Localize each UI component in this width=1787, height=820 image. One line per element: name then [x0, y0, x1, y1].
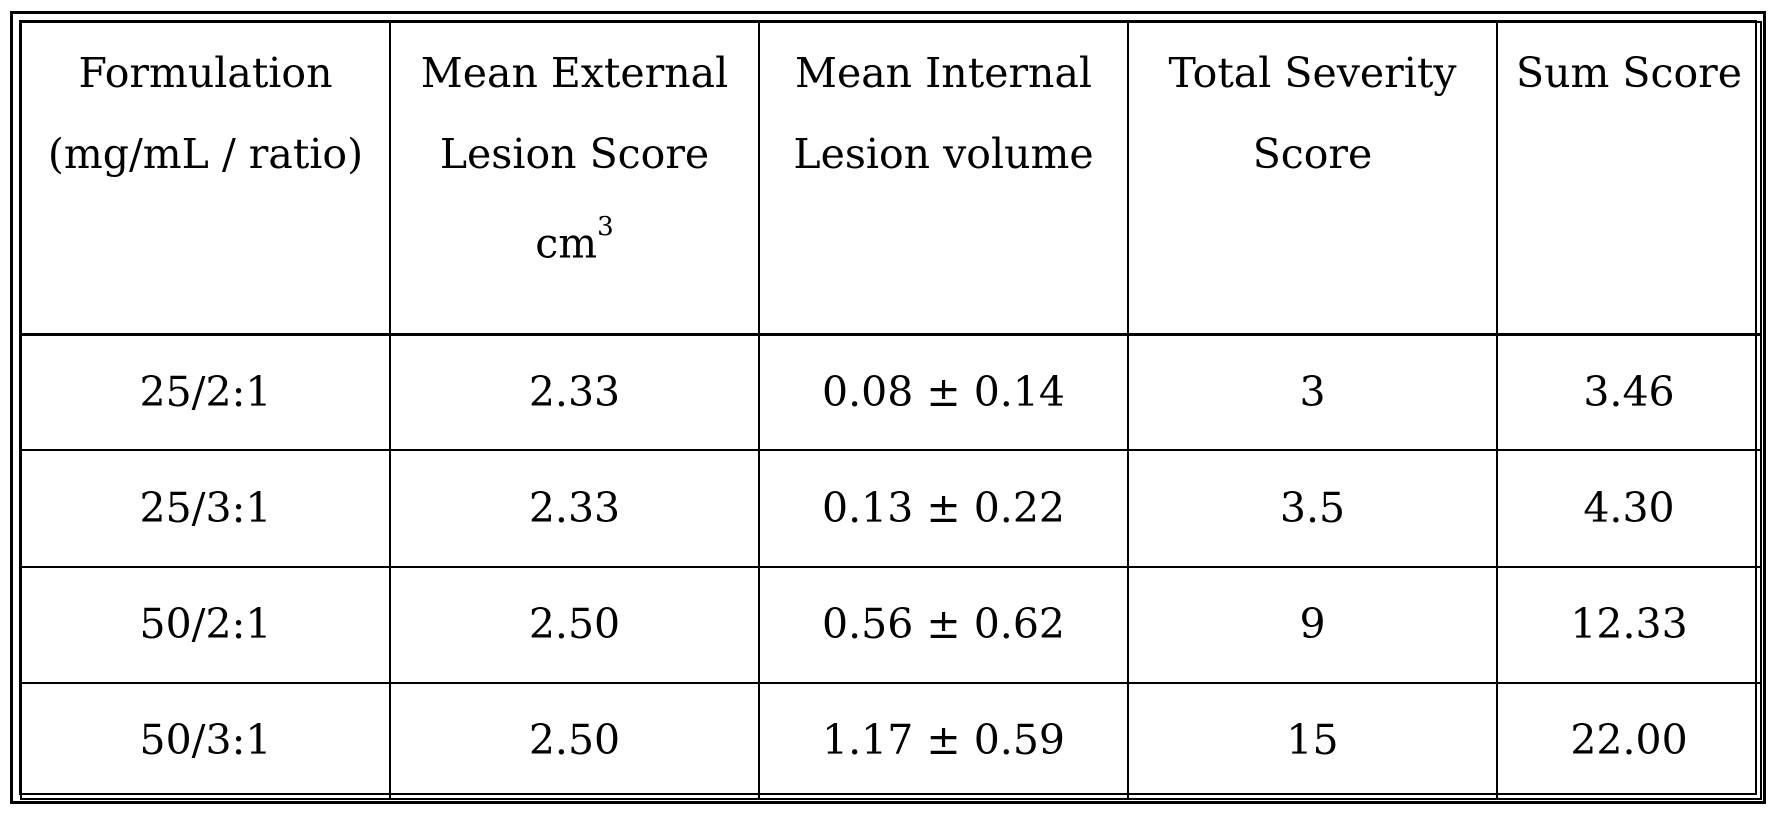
cell-formulation: 50/3:1	[21, 683, 390, 799]
cell-internal-volume: 1.17 ± 0.59	[759, 683, 1128, 799]
cell-formulation: 50/2:1	[21, 567, 390, 683]
header-sum-score: Sum Score	[1497, 22, 1761, 334]
header-unit: cm3	[391, 195, 758, 285]
cell-external-score: 2.33	[390, 450, 759, 566]
cell-sum-score: 3.46	[1497, 334, 1761, 450]
cell-sum-score: 22.00	[1497, 683, 1761, 799]
cell-sum-score: 4.30	[1497, 450, 1761, 566]
header-mean-external-lesion-score: Mean External Lesion Score cm3	[390, 22, 759, 334]
header-row: Formulation (mg/mL / ratio) Mean Externa…	[21, 22, 1761, 334]
header-total-severity-score: Total Severity Score	[1128, 22, 1497, 334]
table-row: 25/3:1 2.33 0.13 ± 0.22 3.5 4.30	[21, 450, 1761, 566]
cell-severity-score: 3	[1128, 334, 1497, 450]
cell-severity-score: 9	[1128, 567, 1497, 683]
cell-external-score: 2.50	[390, 567, 759, 683]
cell-formulation: 25/3:1	[21, 450, 390, 566]
table-row: 25/2:1 2.33 0.08 ± 0.14 3 3.46	[21, 334, 1761, 450]
cell-severity-score: 15	[1128, 683, 1497, 799]
cell-severity-score: 3.5	[1128, 450, 1497, 566]
header-formulation: Formulation (mg/mL / ratio)	[21, 22, 390, 334]
cell-external-score: 2.50	[390, 683, 759, 799]
cell-internal-volume: 0.13 ± 0.22	[759, 450, 1128, 566]
table-inner-frame: Formulation (mg/mL / ratio) Mean Externa…	[19, 20, 1757, 795]
table-row: 50/2:1 2.50 0.56 ± 0.62 9 12.33	[21, 567, 1761, 683]
table-frame: Formulation (mg/mL / ratio) Mean Externa…	[10, 11, 1766, 804]
cell-formulation: 25/2:1	[21, 334, 390, 450]
results-table: Formulation (mg/mL / ratio) Mean Externa…	[20, 21, 1762, 800]
cell-internal-volume: 0.08 ± 0.14	[759, 334, 1128, 450]
table-row: 50/3:1 2.50 1.17 ± 0.59 15 22.00	[21, 683, 1761, 799]
cell-internal-volume: 0.56 ± 0.62	[759, 567, 1128, 683]
cell-external-score: 2.33	[390, 334, 759, 450]
cell-sum-score: 12.33	[1497, 567, 1761, 683]
header-mean-internal-lesion-volume: Mean Internal Lesion volume	[759, 22, 1128, 334]
